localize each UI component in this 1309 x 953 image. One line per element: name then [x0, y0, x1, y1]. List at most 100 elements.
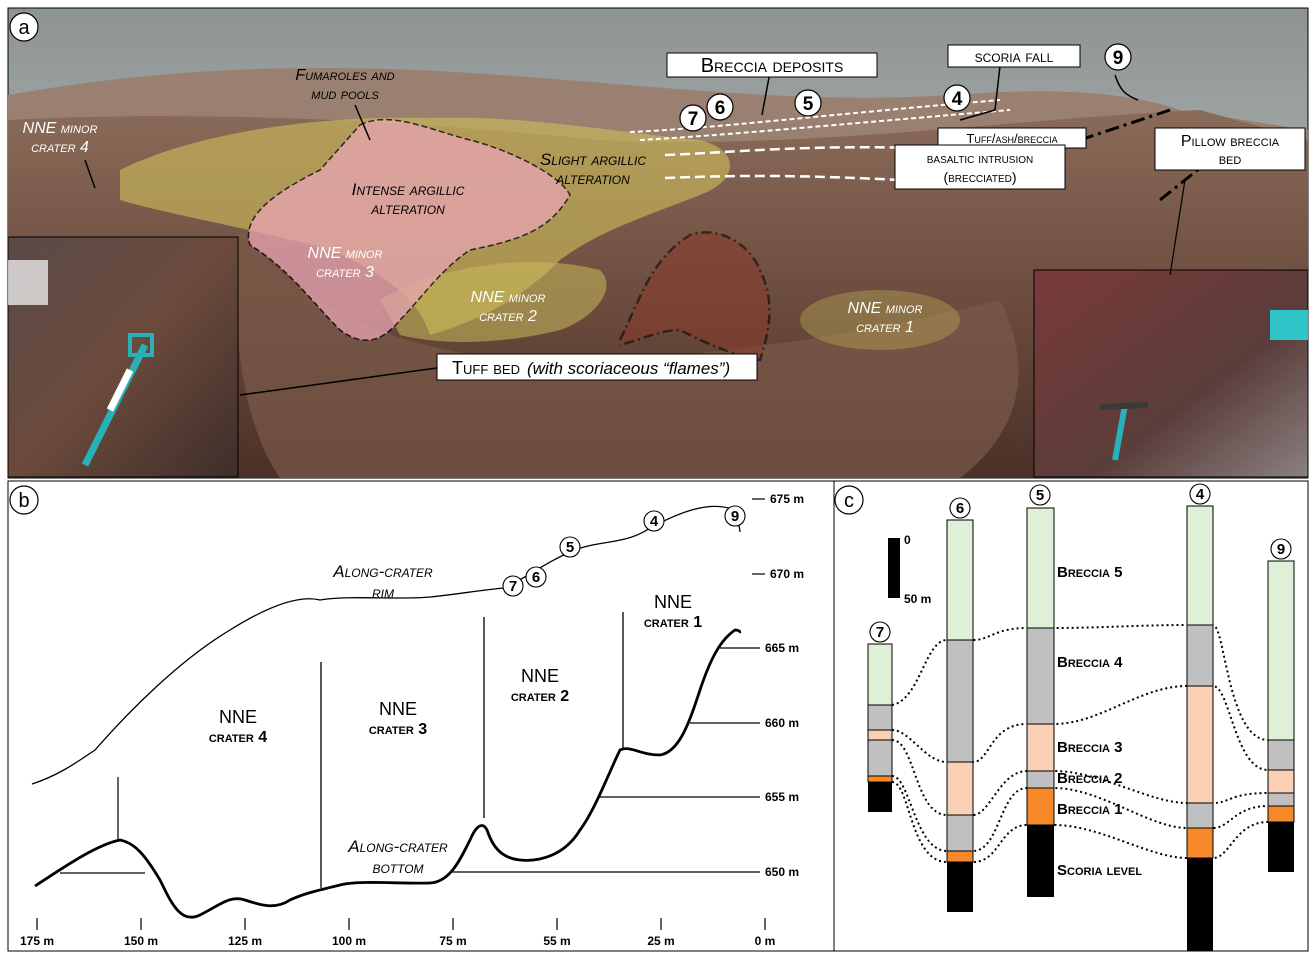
elev-650: 650 m — [765, 865, 799, 879]
photo-site-7-label: 7 — [688, 109, 699, 130]
col4-label: 4 — [1196, 486, 1205, 503]
crater-1-zone — [800, 290, 960, 350]
c4-label-2: crater 4 — [31, 139, 89, 156]
col5-breccia4 — [1026, 627, 1055, 725]
arrow-breccia — [761, 71, 771, 116]
col9-breccia3 — [1267, 769, 1295, 794]
profile-site-4-label: 4 — [650, 513, 659, 530]
panel-a-badge — [9, 12, 39, 42]
slight-label-2: alteration — [555, 169, 630, 188]
scoria-fall-label: scoria fall — [975, 47, 1054, 66]
shovel-blade — [128, 333, 154, 357]
photo-site-9-label: 9 — [1113, 48, 1124, 69]
col7-scoria — [868, 782, 892, 812]
photo-site-6-label: 6 — [715, 98, 726, 119]
arrow-scoria — [959, 65, 1001, 121]
dist-150: 150 m — [124, 934, 158, 948]
crater1-label-1: NNE — [654, 592, 692, 612]
profile-site-7 — [502, 575, 524, 597]
col5-scoria — [1027, 825, 1054, 897]
dist-55: 55 m — [543, 934, 570, 948]
col4-breccia2 — [1186, 802, 1214, 829]
photo-site-7 — [679, 104, 707, 132]
pillow-label-1: Pillow breccia — [1181, 133, 1280, 150]
lake-patch — [1270, 310, 1308, 340]
distance-axis: 175 m 150 m 125 m 100 m 75 m 55 m 25 m 0… — [20, 918, 775, 948]
elev-660: 660 m — [765, 716, 799, 730]
c2-label-1: NNE minor — [471, 289, 546, 306]
bottom-label-2: bottom — [372, 858, 423, 877]
profile-site-5-label: 5 — [566, 539, 574, 556]
col6-marker — [949, 497, 971, 519]
col4-breccia5 — [1186, 505, 1214, 626]
profile-panel: b 675 m 670 m 665 m 660 m 655 m 650 m — [7, 480, 835, 952]
crater3-label-2: crater 3 — [369, 721, 427, 738]
intense-label-2: alteration — [370, 199, 445, 218]
arrow-fumaroles — [354, 104, 371, 141]
elev-670: 670 m — [770, 567, 804, 581]
unit-breccia1: Breccia 1 — [1057, 801, 1123, 818]
breccia-deposits-box — [666, 52, 878, 78]
crater4-label-2: crater 4 — [209, 729, 267, 746]
unit-breccia5: Breccia 5 — [1057, 564, 1123, 581]
photo-site-9 — [1104, 43, 1132, 71]
hammer-head — [1099, 402, 1149, 410]
hammer-handle — [1112, 404, 1128, 461]
col6-breccia3 — [946, 761, 974, 816]
col7-breccia3 — [867, 729, 893, 741]
tuff-bed-box — [436, 353, 758, 381]
breccia-line-1 — [629, 99, 1001, 133]
col4-breccia4 — [1186, 624, 1214, 687]
col4-scoria — [1187, 858, 1213, 951]
dist-125: 125 m — [228, 934, 262, 948]
arrow-9 — [1114, 74, 1139, 101]
snow-patch — [8, 260, 48, 305]
c4-label-1: NNE minor — [23, 120, 98, 137]
col6-breccia2 — [946, 814, 974, 852]
slight-label-1: Slight argillic — [540, 150, 646, 169]
arrow-tuff-bed — [239, 367, 438, 396]
dist-25: 25 m — [647, 934, 674, 948]
col9-scoria — [1268, 822, 1294, 872]
photo-site-6 — [706, 93, 734, 121]
profile-site-6-label: 6 — [532, 569, 540, 586]
crater4-label-1: NNE — [219, 707, 257, 727]
basaltic-label-1: basaltic intrusion — [927, 150, 1034, 166]
slight-alteration-zone-2 — [380, 261, 607, 342]
c1-label-1: NNE minor — [848, 300, 923, 317]
col9-breccia5 — [1267, 560, 1295, 741]
c2-label-2: crater 2 — [479, 308, 537, 325]
column-6: 6 — [946, 497, 974, 912]
column-4: 4 — [1186, 483, 1214, 951]
photo-panel: Breccia deposits scoria fall Tuff/ash/br… — [7, 7, 1309, 479]
photo-site-4 — [943, 84, 971, 112]
breccia-deposits-label: Breccia deposits — [701, 55, 844, 77]
crater-bottom-profile — [34, 628, 742, 919]
fumaroles-label-2: mud pools — [311, 86, 379, 103]
col9-marker — [1270, 538, 1292, 560]
columns-panel: c 0 50 m 7 — [833, 480, 1309, 952]
basaltic-box — [894, 144, 1066, 190]
profile-site-9 — [724, 505, 746, 527]
col7-breccia1 — [867, 775, 893, 783]
crater-rim-profile — [31, 505, 741, 785]
dist-175: 175 m — [20, 934, 54, 948]
col6-label: 6 — [956, 500, 964, 517]
column-7: 7 — [867, 621, 893, 812]
unit-scoria: Scoria level — [1057, 862, 1142, 879]
col6-breccia1 — [946, 850, 974, 863]
panel-b-badge — [9, 485, 39, 515]
col9-label: 9 — [1277, 541, 1285, 558]
dist-100: 100 m — [332, 934, 366, 948]
col4-breccia1 — [1186, 827, 1214, 859]
elev-675: 675 m — [770, 492, 804, 506]
arrow-c4 — [84, 159, 96, 189]
col7-breccia5 — [867, 643, 893, 706]
rim-label-2: rim — [372, 583, 394, 602]
tuff-bed-note: (with scoriaceous “flames”) — [527, 359, 730, 378]
col5-breccia5 — [1026, 507, 1055, 629]
col9-breccia4 — [1267, 739, 1295, 771]
column-9: 9 — [1267, 538, 1295, 872]
col5-marker — [1029, 484, 1051, 506]
c3-label-1: NNE minor — [308, 245, 383, 262]
